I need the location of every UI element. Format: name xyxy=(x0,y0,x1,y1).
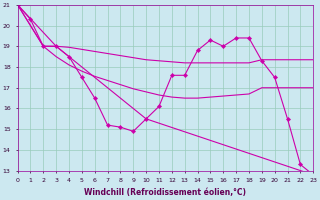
X-axis label: Windchill (Refroidissement éolien,°C): Windchill (Refroidissement éolien,°C) xyxy=(84,188,246,197)
